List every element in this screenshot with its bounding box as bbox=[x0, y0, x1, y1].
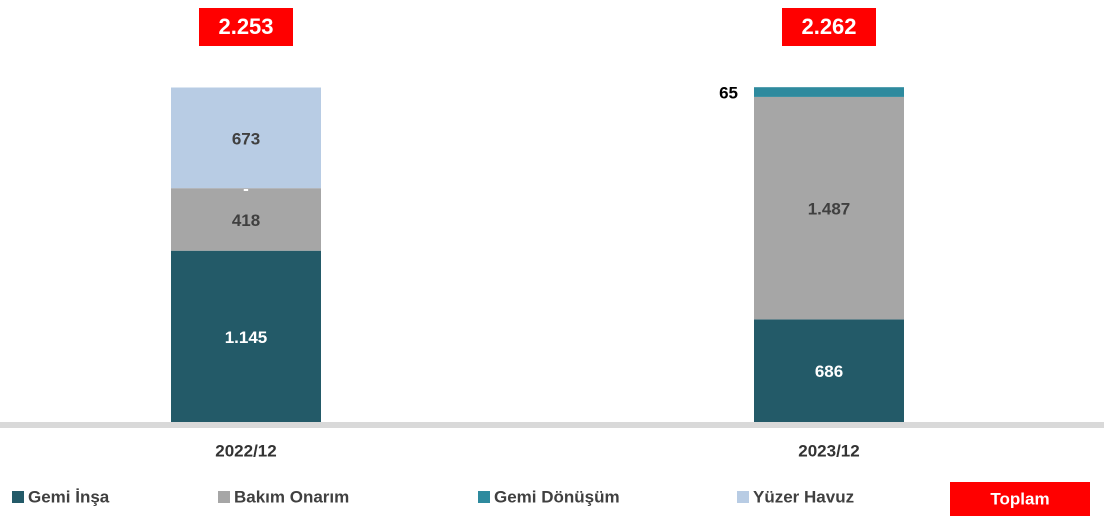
x-tick-label: 2022/12 bbox=[215, 441, 276, 460]
bar-segment bbox=[754, 319, 904, 422]
legend-label: Gemi Dönüşüm bbox=[494, 487, 620, 506]
data-label: 1.145 bbox=[225, 328, 268, 347]
data-label: 65 bbox=[719, 84, 738, 103]
data-label: 418 bbox=[232, 211, 260, 230]
legend-label: Yüzer Havuz bbox=[753, 487, 854, 506]
legend-label: Gemi İnşa bbox=[28, 487, 110, 506]
data-label: 673 bbox=[232, 129, 260, 148]
bar-segment bbox=[171, 188, 321, 251]
total-box bbox=[199, 8, 293, 46]
bar-segment bbox=[754, 96, 904, 320]
x-tick-label: 2023/12 bbox=[798, 441, 859, 460]
legend-swatch bbox=[737, 491, 749, 503]
bar-segment bbox=[754, 87, 904, 97]
legend-swatch bbox=[218, 491, 230, 503]
legend-total-box bbox=[950, 482, 1090, 516]
total-box bbox=[782, 8, 876, 46]
total-label: 2.253 bbox=[218, 14, 273, 39]
data-label: 686 bbox=[815, 362, 843, 381]
total-label: 2.262 bbox=[801, 14, 856, 39]
legend-swatch bbox=[12, 491, 24, 503]
bar-segment bbox=[171, 87, 321, 189]
legend-label: Bakım Onarım bbox=[234, 487, 349, 506]
data-label: 1.487 bbox=[808, 200, 851, 219]
legend-swatch bbox=[478, 491, 490, 503]
bar-segment bbox=[171, 250, 321, 422]
legend-total-label: Toplam bbox=[990, 489, 1049, 508]
data-label: - bbox=[243, 180, 249, 199]
